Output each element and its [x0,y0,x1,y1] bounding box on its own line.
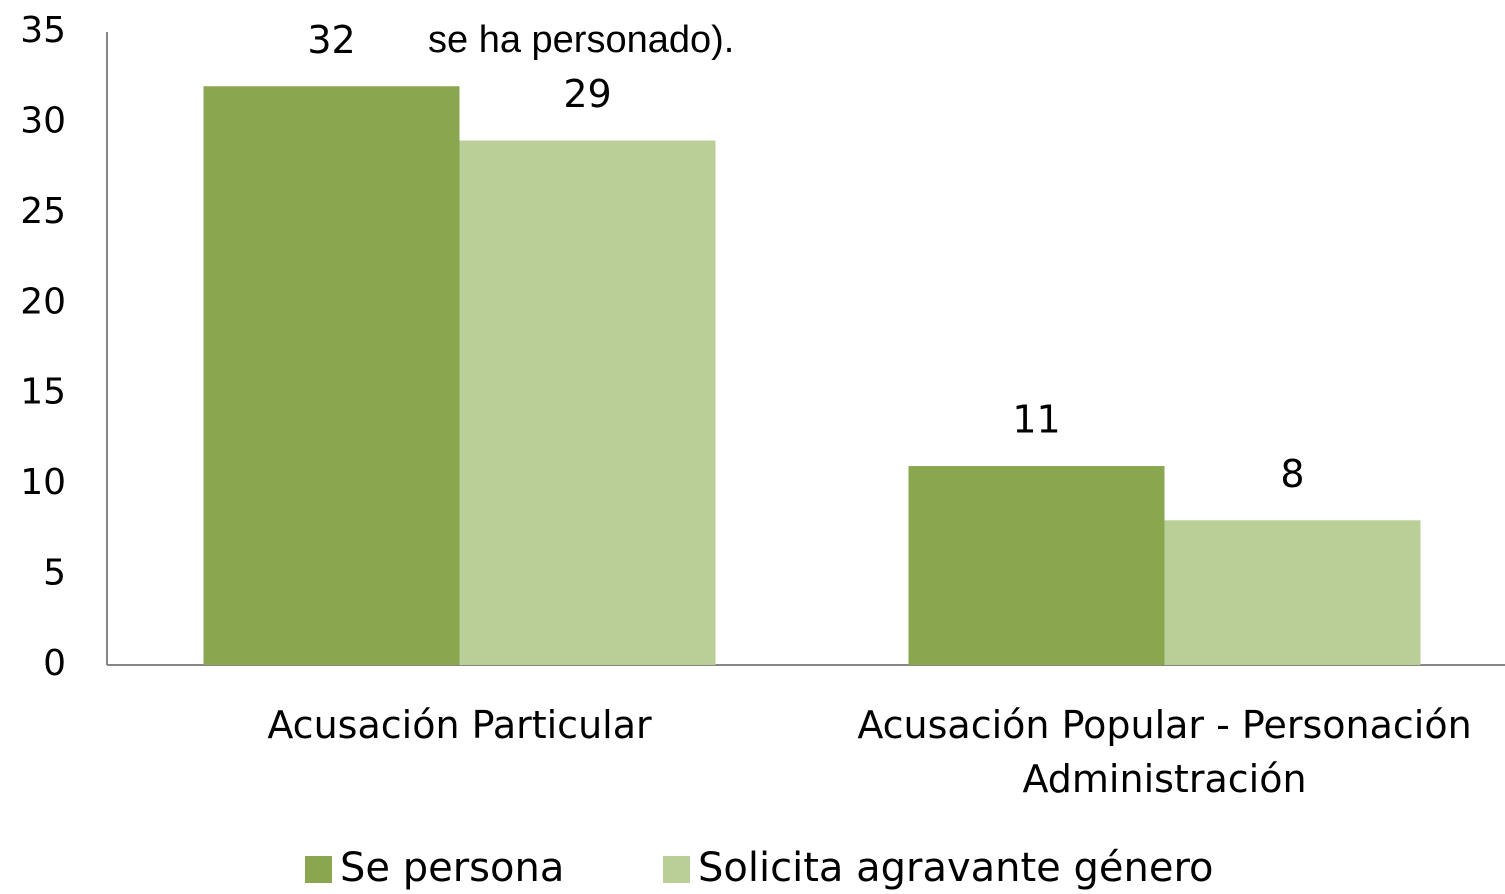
value-label: 8 [1280,452,1304,496]
x-tick-label: Acusación Popular - Personación Administ… [857,703,1472,801]
value-label: 32 [307,18,355,62]
legend-label: Se persona [340,845,564,891]
y-tick-label: 10 [20,462,66,503]
bar [908,466,1165,665]
legend-label: Solicita agravante género [698,845,1214,891]
value-label: 29 [563,72,611,116]
legend-swatch [305,856,332,883]
legend-swatch [663,856,690,883]
bar [203,86,460,665]
annotation: se ha personado). [428,19,734,61]
y-tick-label: 5 [43,553,66,594]
y-tick-label: 35 [20,10,66,51]
bar [459,140,716,665]
y-tick-label: 15 [20,372,66,413]
y-tick-label: 0 [43,643,66,684]
y-tick-label: 30 [20,100,66,141]
y-tick-label: 25 [20,191,66,232]
x-tick-label: Acusación Particular [267,703,652,747]
value-label: 11 [1012,398,1060,442]
y-tick-label: 20 [20,281,66,322]
bar [1164,520,1421,665]
